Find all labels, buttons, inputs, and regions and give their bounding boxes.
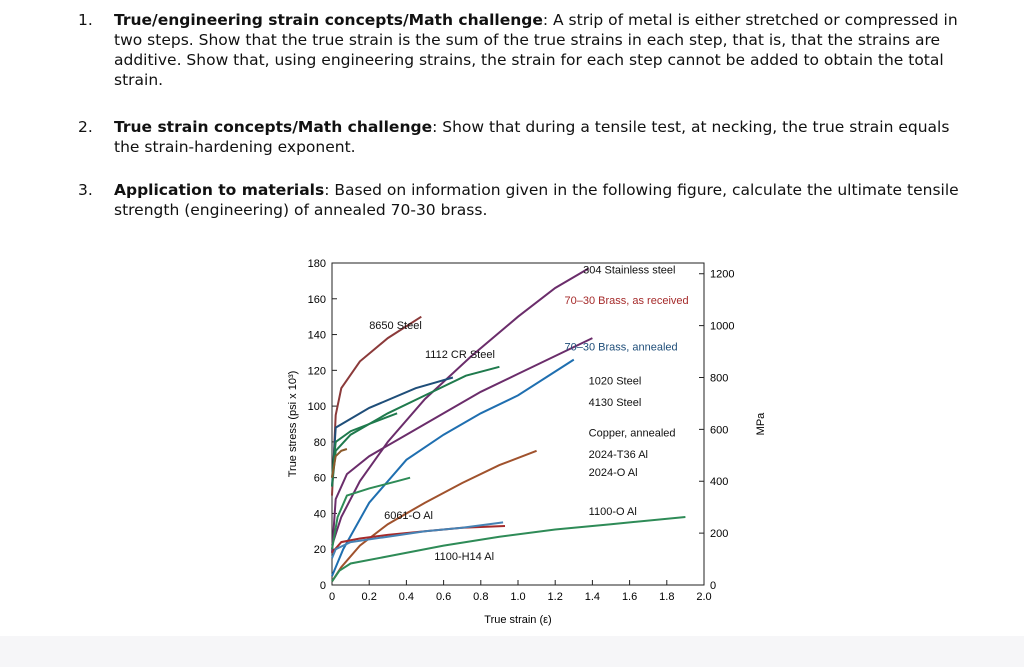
stress-strain-chart: True stress (psi x 10³) MPa True strain … <box>287 258 767 626</box>
series-line-4 <box>331 358 575 577</box>
problem-title: Application to materials <box>114 181 325 199</box>
x-tick-label: 1.8 <box>659 591 674 603</box>
series-line-9 <box>331 476 411 550</box>
series-label: 2024-T36 Al <box>589 449 648 461</box>
series-label: 1112 CR Steel <box>425 349 495 361</box>
y2-axis-label: MPa <box>755 412 767 436</box>
problem-text: : Based on information given in the foll… <box>114 181 959 219</box>
series-line-11 <box>331 516 686 582</box>
problem-number: 3. <box>78 181 93 199</box>
series-label: 4130 Steel <box>589 397 642 409</box>
series-labels: 304 Stainless steel 70–30 Brass, as recei… <box>369 265 688 563</box>
x-tick-label: 0.8 <box>473 591 488 603</box>
series-label: 70–30 Brass, annealed <box>565 342 678 354</box>
y2-tick-label: 1200 <box>710 269 734 281</box>
y-tick-label: 160 <box>308 294 326 306</box>
y-axis-label: True stress (psi x 10³) <box>287 371 299 478</box>
problem-title: True/engineering strain concepts/Math ch… <box>114 11 543 29</box>
series-label: 1020 Steel <box>589 376 642 388</box>
y2-tick-label: 400 <box>710 476 728 488</box>
y2-tick-label: 600 <box>710 424 728 436</box>
series-line-7 <box>331 449 537 582</box>
y-tick-label: 0 <box>320 580 326 592</box>
y2-tick-label: 1000 <box>710 321 734 333</box>
series-label: 70–30 Brass, as received <box>565 295 689 307</box>
x-tick-label: 0.2 <box>362 591 377 603</box>
x-tick-label: 1.6 <box>622 591 637 603</box>
series-label: 1100-H14 Al <box>434 551 494 563</box>
x-tick-label: 1.4 <box>585 591 600 603</box>
y2-tick-label: 800 <box>710 372 728 384</box>
series-label: 2024-O Al <box>589 467 638 479</box>
series-line-6 <box>331 412 398 478</box>
series-line-12 <box>331 521 504 559</box>
x-tick-label: 1.0 <box>510 591 525 603</box>
y2-tick-label: 200 <box>710 528 728 540</box>
x-tick-label: 0 <box>329 591 335 603</box>
series-line-5 <box>331 365 500 487</box>
problem-title: True strain concepts/Math challenge <box>114 118 433 136</box>
series-label: 1100-O Al <box>589 506 637 518</box>
series-lines <box>331 267 686 582</box>
problem-number: 2. <box>78 118 93 136</box>
y-tick-label: 120 <box>308 365 326 377</box>
x-tick-label: 1.2 <box>548 591 563 603</box>
series-label: 8650 Steel <box>369 320 422 332</box>
series-line-2 <box>331 315 422 496</box>
series-label: 304 Stainless steel <box>583 265 675 277</box>
series-line-0 <box>331 267 590 546</box>
x-axis-label: True strain (ε) <box>484 614 551 626</box>
y-tick-label: 180 <box>308 258 326 270</box>
y-tick-label: 40 <box>314 508 326 520</box>
x-tick-label: 0.4 <box>399 591 414 603</box>
y-tick-label: 20 <box>314 544 326 556</box>
x-tick-label: 0.6 <box>436 591 451 603</box>
stress-strain-figure: True stress (psi x 10³) MPa True strain … <box>270 248 790 636</box>
problem-body: True strain concepts/Math challenge: Sho… <box>114 117 974 157</box>
series-label: Copper, annealed <box>589 428 676 440</box>
problem-number: 1. <box>78 11 93 29</box>
footer-band <box>0 636 1024 667</box>
problem-text: : Show that during a tensile test, at ne… <box>114 118 950 156</box>
y-tick-label: 140 <box>308 330 326 342</box>
y-tick-label: 100 <box>308 401 326 413</box>
problem-body: True/engineering strain concepts/Math ch… <box>114 10 974 90</box>
problem-text: : A strip of metal is either stretched o… <box>114 11 958 89</box>
series-line-8 <box>331 448 348 478</box>
problem-body: Application to materials: Based on infor… <box>114 180 974 220</box>
axis-ticks: 0 0.2 0.4 0.6 0.8 1.0 1.2 1.4 1.6 1.8 2.0020406080… <box>308 258 735 603</box>
series-label: 6061-O Al <box>384 510 433 522</box>
y2-tick-label: 0 <box>710 580 716 592</box>
y-tick-label: 60 <box>314 473 326 485</box>
series-line-1 <box>331 337 593 553</box>
x-tick-label: 2.0 <box>696 591 711 603</box>
y-tick-label: 80 <box>314 437 326 449</box>
